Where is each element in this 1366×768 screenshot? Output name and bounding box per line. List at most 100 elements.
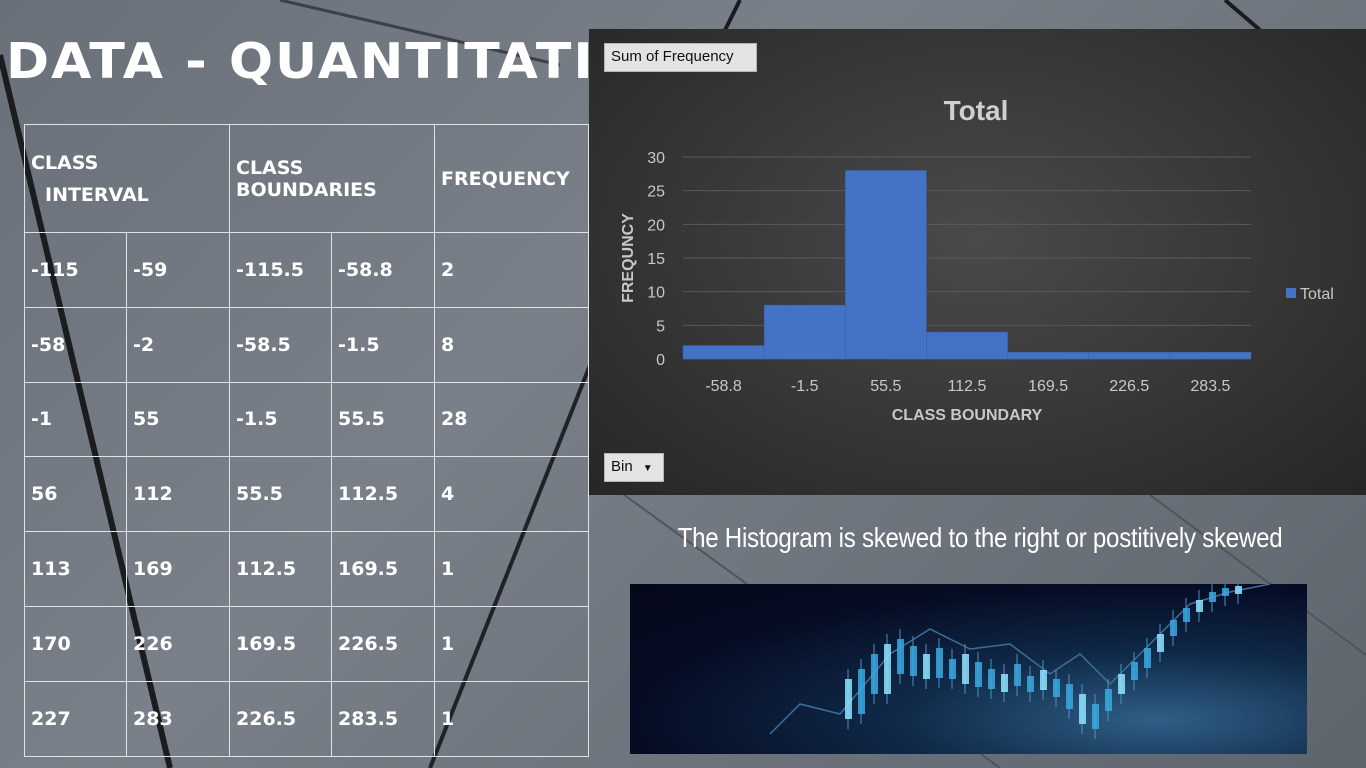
table-row: 113 169 112.5 169.5 1 <box>24 531 589 607</box>
histogram-bar <box>926 331 1008 360</box>
table-row: -58 -2 -58.5 -1.5 8 <box>24 306 589 383</box>
lower-boundary: -115.5 <box>229 232 332 308</box>
candle-body <box>1131 662 1138 680</box>
candle-body <box>1040 670 1047 690</box>
frequency-value: 2 <box>434 232 589 308</box>
header-class-interval: CLASS INTERVAL <box>24 124 230 233</box>
lower-limit: -1 <box>24 381 127 458</box>
candle-body <box>936 648 943 678</box>
lower-boundary: -58.5 <box>229 306 332 383</box>
upper-boundary: 169.5 <box>331 531 435 607</box>
legend-swatch <box>1286 288 1296 298</box>
frequency-value: 1 <box>434 680 589 757</box>
upper-limit: 112 <box>126 456 230 533</box>
header-class-boundaries: CLASS BOUNDARIES <box>229 124 435 233</box>
upper-boundary: 55.5 <box>331 381 435 458</box>
table-row: -115 -59 -115.5 -58.8 2 <box>24 232 589 308</box>
x-axis-title: CLASS BOUNDARY <box>892 407 1043 424</box>
x-tick-label: 226.5 <box>1109 378 1149 395</box>
upper-limit: 55 <box>126 381 230 458</box>
histogram-bar <box>763 304 846 360</box>
lower-boundary: 55.5 <box>229 456 332 533</box>
candle-body <box>897 639 904 674</box>
y-tick-label: 15 <box>647 251 665 268</box>
legend-label: Total <box>1300 286 1334 303</box>
candle-body <box>1079 694 1086 724</box>
candle-body <box>884 644 891 694</box>
x-tick-label: 112.5 <box>948 378 987 395</box>
header-class-interval-line1: CLASS <box>31 151 99 174</box>
candle-body <box>1235 586 1242 594</box>
x-tick-label: 283.5 <box>1190 378 1230 395</box>
histogram-bar <box>1007 352 1089 360</box>
candle-body <box>858 669 865 714</box>
upper-limit: 169 <box>126 531 230 607</box>
x-tick-label: -58.8 <box>705 378 742 395</box>
candle-body <box>871 654 878 694</box>
candle-body <box>1170 620 1177 636</box>
lower-limit: 56 <box>24 456 127 533</box>
candle-body <box>1118 674 1125 694</box>
y-tick-label: 20 <box>647 217 665 234</box>
candle-body <box>949 659 956 679</box>
candle-body <box>910 646 917 676</box>
candle-body <box>845 679 852 719</box>
y-axis-title: FREQUNCY <box>620 213 637 303</box>
dropdown-caret-icon: ▼ <box>642 463 653 474</box>
chart-title: Total <box>944 95 1009 126</box>
candle-body <box>1092 704 1099 729</box>
histogram-bar <box>682 345 765 360</box>
x-tick-label: 55.5 <box>870 378 901 395</box>
table-header-row: CLASS INTERVAL CLASS BOUNDARIES FREQUENC… <box>24 124 589 233</box>
candle-body <box>1001 674 1008 692</box>
upper-limit: 283 <box>126 680 230 757</box>
candle-body <box>1157 634 1164 652</box>
candle-body <box>1183 608 1190 622</box>
candle-body <box>1196 600 1203 612</box>
header-frequency: FREQUENCY <box>434 124 589 233</box>
frequency-value: 1 <box>434 605 589 682</box>
lower-boundary: 169.5 <box>229 605 332 682</box>
lower-limit: -58 <box>24 306 127 383</box>
histogram-bar <box>1169 352 1252 360</box>
candle-body <box>1144 648 1151 668</box>
x-tick-label: -1.5 <box>791 378 819 395</box>
table-row: 56 112 55.5 112.5 4 <box>24 456 589 533</box>
candle-body <box>1209 592 1216 602</box>
upper-boundary: 226.5 <box>331 605 435 682</box>
table-row: 170 226 169.5 226.5 1 <box>24 605 589 682</box>
bin-filter-button[interactable]: Bin ▼ <box>604 453 664 482</box>
x-tick-label: 169.5 <box>1028 378 1068 395</box>
sum-of-frequency-button[interactable]: Sum of Frequency <box>604 43 757 72</box>
candle-body <box>988 669 995 689</box>
lower-limit: 170 <box>24 605 127 682</box>
upper-boundary: -58.8 <box>331 232 435 308</box>
y-tick-label: 25 <box>647 184 665 201</box>
histogram-bar <box>1088 352 1171 360</box>
bin-filter-label: Bin <box>611 458 633 475</box>
y-tick-label: 5 <box>656 318 665 335</box>
candle-body <box>1222 588 1229 596</box>
upper-boundary: -1.5 <box>331 306 435 383</box>
lower-boundary: 112.5 <box>229 531 332 607</box>
table-row: -1 55 -1.5 55.5 28 <box>24 381 589 458</box>
histogram-bar <box>845 170 927 360</box>
skew-caption: The Histogram is skewed to the right or … <box>677 522 1283 553</box>
candle-body <box>1105 689 1112 711</box>
histogram-chart: Total 0 5 10 15 20 25 30 -58.8 -1.5 55.5 112.5 169.5… <box>620 95 1334 424</box>
table-row: 227 283 226.5 283.5 1 <box>24 680 589 757</box>
lower-limit: 227 <box>24 680 127 757</box>
candle-body <box>923 654 930 679</box>
page-title: DATA - QUANTITATIVE <box>6 33 675 91</box>
header-class-interval-line2: INTERVAL <box>45 183 149 206</box>
candle-body <box>975 662 982 687</box>
candle-body <box>962 654 969 684</box>
frequency-table: CLASS INTERVAL CLASS BOUNDARIES FREQUENC… <box>24 124 589 757</box>
candle-body <box>1066 684 1073 709</box>
upper-boundary: 283.5 <box>331 680 435 757</box>
lower-boundary: -1.5 <box>229 381 332 458</box>
y-tick-label: 30 <box>647 150 665 167</box>
candlestick-illustration <box>769 584 1271 739</box>
y-tick-label: 0 <box>656 352 665 369</box>
lower-limit: 113 <box>24 531 127 607</box>
